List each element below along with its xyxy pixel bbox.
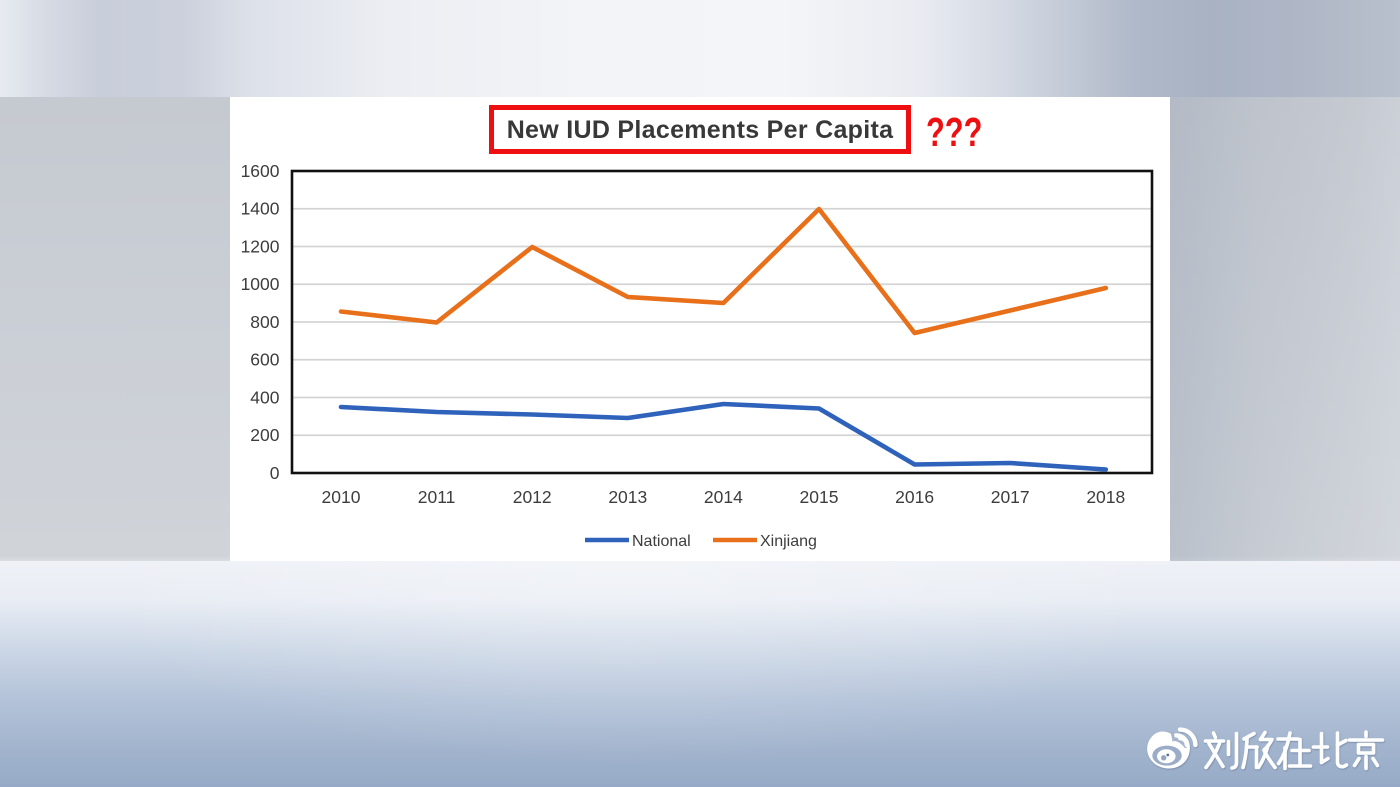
svg-text:1000: 1000: [241, 274, 280, 294]
svg-text:1400: 1400: [241, 199, 280, 219]
svg-text:1600: 1600: [241, 161, 280, 181]
svg-text:1200: 1200: [241, 237, 280, 257]
svg-text:2017: 2017: [991, 487, 1030, 507]
svg-text:400: 400: [250, 388, 279, 408]
svg-text:0: 0: [270, 463, 280, 483]
svg-text:2013: 2013: [608, 487, 647, 507]
svg-text:2015: 2015: [800, 487, 839, 507]
svg-text:National: National: [632, 533, 691, 550]
svg-text:200: 200: [250, 425, 279, 445]
svg-text:2016: 2016: [895, 487, 934, 507]
svg-text:2010: 2010: [322, 487, 361, 507]
svg-text:2011: 2011: [418, 487, 456, 507]
svg-text:800: 800: [250, 312, 279, 332]
svg-text:600: 600: [250, 350, 279, 370]
svg-text:2018: 2018: [1086, 487, 1125, 507]
svg-text:2012: 2012: [513, 487, 552, 507]
svg-text:2014: 2014: [704, 487, 743, 507]
svg-text:Xinjiang: Xinjiang: [760, 533, 817, 550]
